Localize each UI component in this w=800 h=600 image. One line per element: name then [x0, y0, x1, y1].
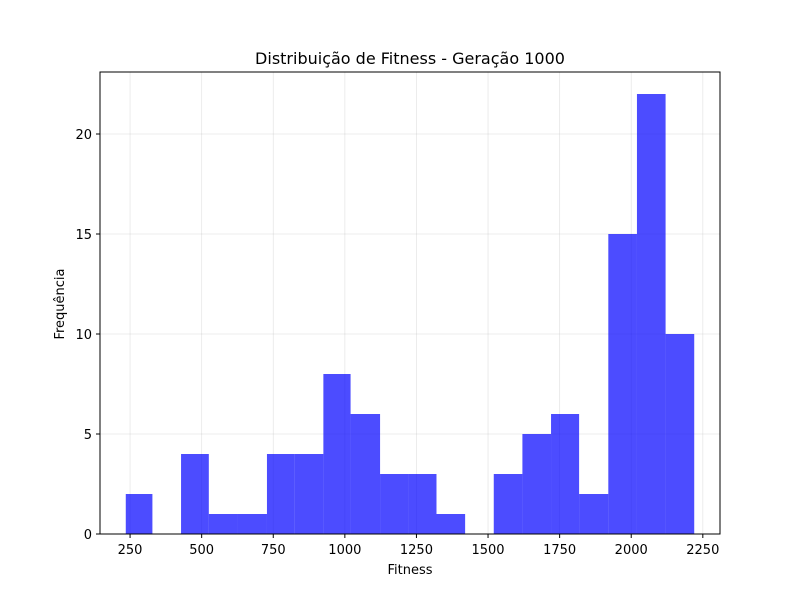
- y-tick-label: 20: [75, 128, 92, 143]
- histogram-bar: [380, 474, 409, 534]
- chart-title: Distribuição de Fitness - Geração 1000: [255, 49, 565, 68]
- histogram-bar: [294, 454, 324, 534]
- histogram-bar: [579, 494, 609, 534]
- histogram-bar: [125, 494, 153, 534]
- y-axis-label: Frequência: [53, 268, 68, 339]
- histogram-bar: [493, 474, 523, 534]
- histogram-bar: [181, 454, 209, 534]
- x-tick-label: 1750: [543, 543, 576, 558]
- histogram-bar: [436, 514, 466, 534]
- histogram-bar: [551, 414, 580, 534]
- x-tick-label: 2250: [686, 543, 719, 558]
- histogram-bar: [665, 334, 695, 534]
- x-tick-label: 1500: [471, 543, 504, 558]
- x-axis-ticks: 250 500 750 1000 1250 1500 1750 2000 2250: [118, 534, 719, 558]
- histogram-bar: [608, 234, 637, 534]
- y-axis-ticks: 0 5 10 15 20: [75, 128, 100, 543]
- x-tick-label: 1250: [400, 543, 433, 558]
- y-tick-label: 5: [84, 428, 92, 443]
- histogram-bar: [266, 454, 295, 534]
- histogram-bar: [408, 474, 437, 534]
- y-tick-label: 0: [84, 528, 92, 543]
- x-tick-label: 2000: [615, 543, 648, 558]
- y-tick-label: 15: [75, 228, 92, 243]
- histogram-bar: [522, 434, 552, 534]
- x-tick-label: 500: [189, 543, 214, 558]
- x-gridlines: [129, 72, 704, 534]
- histogram-bar: [350, 414, 381, 534]
- y-tick-label: 10: [75, 328, 92, 343]
- histogram-bars: [125, 94, 695, 534]
- x-tick-label: 250: [118, 543, 143, 558]
- histogram-bar: [323, 374, 351, 534]
- histogram-bar: [208, 514, 238, 534]
- histogram-bar: [237, 514, 267, 534]
- histogram-bar: [636, 94, 666, 534]
- x-tick-label: 1000: [328, 543, 361, 558]
- x-axis-label: Fitness: [387, 563, 432, 578]
- plot-frame: [99, 71, 721, 535]
- x-tick-label: 750: [261, 543, 286, 558]
